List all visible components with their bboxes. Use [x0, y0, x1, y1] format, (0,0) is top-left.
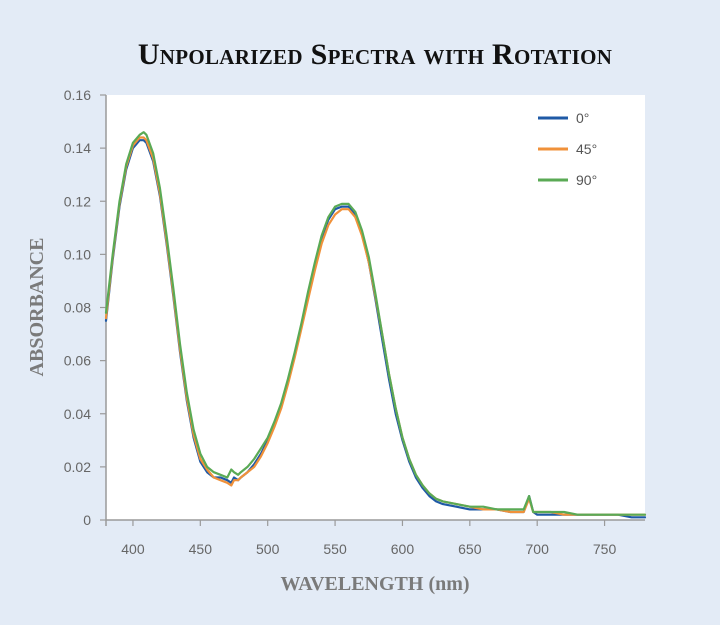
x-tick-label: 650: [458, 541, 482, 557]
y-tick-label: 0.06: [64, 353, 91, 369]
plot-area: [106, 95, 645, 520]
x-tick-label: 550: [323, 541, 347, 557]
series-line-2: [104, 131, 647, 516]
legend-label-0: 0°: [576, 110, 589, 126]
y-tick-label: 0.10: [64, 246, 91, 262]
y-tick-label: 0.04: [64, 406, 91, 422]
y-tick-label: 0: [83, 512, 91, 528]
x-tick-label: 500: [256, 541, 280, 557]
y-tick-label: 0.02: [64, 459, 91, 475]
y-tick-label: 0.12: [64, 193, 91, 209]
series-group: [104, 131, 647, 519]
legend: 0° 45° 90°: [538, 110, 597, 188]
axes-group: 0 0.02 0.04 0.06 0.08 0.10 0.12 0.14 0.16 400 450 5…: [64, 87, 645, 557]
chart-title: Unpolarized Spectra with Rotation: [137, 38, 613, 71]
y-tick-label: 0.16: [64, 87, 91, 103]
x-tick-label: 450: [189, 541, 213, 557]
y-tick-label: 0.14: [64, 140, 91, 156]
x-tick-label: 750: [593, 541, 617, 557]
y-axis-label: ABSORBANCE: [26, 238, 48, 377]
legend-label-2: 90°: [576, 172, 597, 188]
legend-label-1: 45°: [576, 141, 597, 157]
y-tick-label: 0.08: [64, 300, 91, 316]
x-tick-label: 700: [526, 541, 550, 557]
x-tick-label: 400: [121, 541, 145, 557]
x-axis-label: WAVELENGTH (nm): [280, 573, 469, 595]
x-tick-label: 600: [391, 541, 415, 557]
